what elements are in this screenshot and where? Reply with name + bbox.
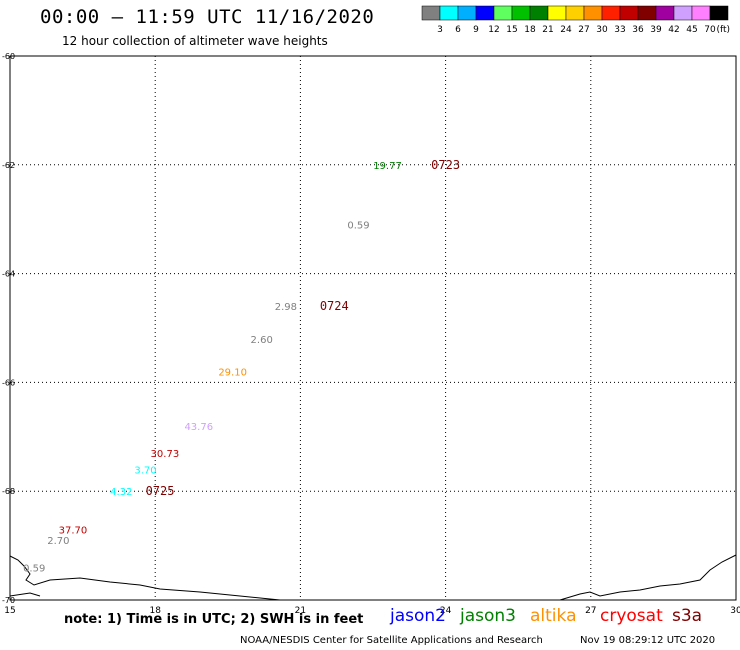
legend-cryosat: cryosat [600,606,663,626]
y-tick-label: -62 [2,161,15,170]
wave-height-label: 37.70 [59,525,88,536]
y-tick-label: -60 [2,52,15,61]
x-tick-label: 21 [295,606,306,616]
coastline-left-lower [9,592,41,597]
y-tick-label: -66 [2,378,15,387]
x-tick-label: 15 [4,606,15,616]
pass-time-label: 0724 [320,299,349,313]
pass-time-label: 0725 [146,484,175,498]
footnote: note: 1) Time is in UTC; 2) SWH is in fe… [64,612,364,627]
x-tick-label: 18 [149,606,161,616]
y-tick-label: -64 [2,270,15,279]
legend-jason3: jason3 [460,606,516,626]
pass-time-label: 0723 [431,158,460,172]
legend-altika: altika [530,606,577,626]
wave-height-label: 29.10 [218,368,247,379]
y-tick-label: -70 [2,596,15,605]
x-tick-label: 30 [730,606,740,616]
wave-height-label: 2.98 [275,302,297,313]
wave-height-label: 4.32 [110,487,132,498]
chart-title: 00:00 – 11:59 UTC 11/16/2020 [40,6,375,28]
wave-height-label: 0.59 [23,563,45,574]
x-tick-label: 27 [585,606,596,616]
coastline-right [559,554,737,601]
wave-height-label: 3.70 [134,465,156,476]
legend-s3a: s3a [672,606,703,626]
wave-height-label: 19.77 [373,161,402,172]
wave-height-label: 0.59 [347,221,369,232]
y-tick-label: -68 [2,487,15,496]
plot-frame [9,55,737,601]
wave-height-label: 30.73 [151,449,180,460]
generated-timestamp: Nov 19 08:29:12 UTC 2020 [580,635,716,646]
chart-subtitle: 12 hour collection of altimeter wave hei… [62,34,328,48]
legend-jason2: jason2 [390,606,446,626]
wave-height-label: 2.60 [251,335,273,346]
wave-height-label: 2.70 [47,536,69,547]
x-tick-label: 24 [440,606,452,616]
credit-line: NOAA/NESDIS Center for Satellite Applica… [240,635,543,646]
wave-height-label: 43.76 [184,422,213,433]
coastline-left [9,555,281,601]
